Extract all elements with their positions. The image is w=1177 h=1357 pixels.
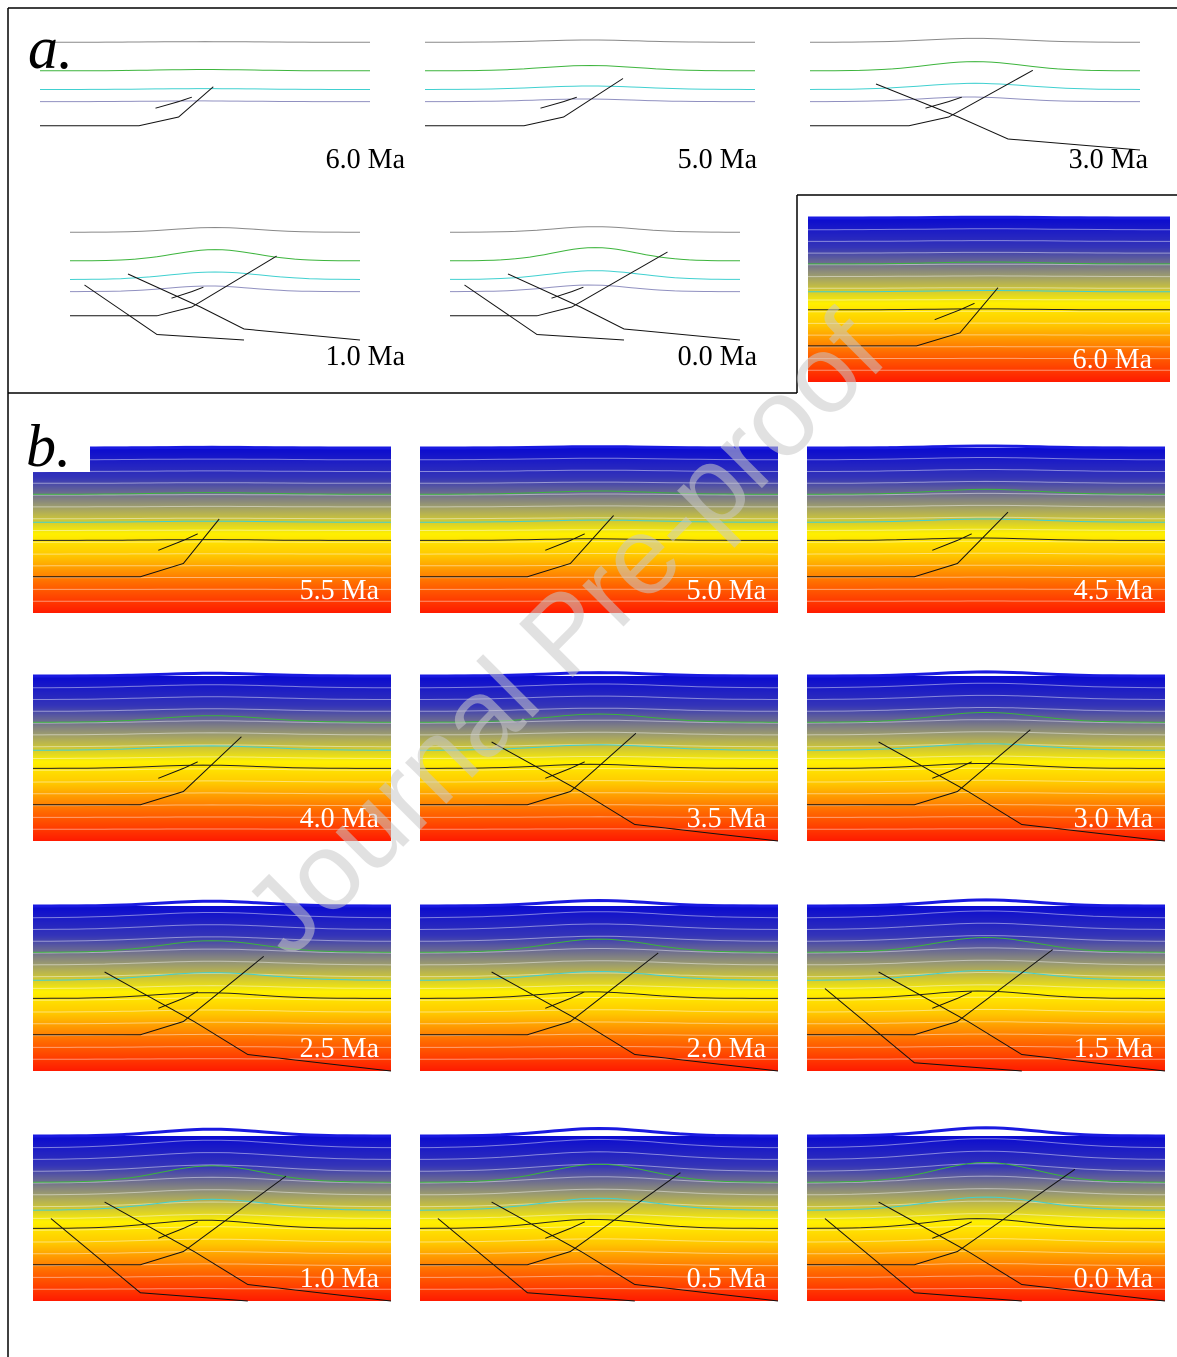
time-label: 5.5 Ma <box>300 575 380 606</box>
time-label: 3.0 Ma <box>1074 803 1154 834</box>
surface <box>810 38 1140 42</box>
isotherm <box>808 300 1170 301</box>
surface <box>70 228 360 233</box>
surface <box>33 673 391 676</box>
surface <box>807 672 1165 676</box>
surface <box>420 901 778 907</box>
fault <box>128 274 360 340</box>
horizon <box>70 286 360 292</box>
panel-a-label: a. <box>28 15 73 81</box>
surface <box>420 1129 778 1137</box>
horizon <box>810 83 1140 89</box>
time-label: 6.0 Ma <box>326 144 406 175</box>
horizon <box>810 97 1140 102</box>
isotherm <box>33 506 391 507</box>
fault <box>508 274 740 340</box>
isotherm <box>33 495 391 496</box>
surface <box>808 217 1170 218</box>
horizon <box>450 271 740 280</box>
horizon <box>40 70 370 71</box>
horizon <box>450 285 740 292</box>
fault <box>450 252 668 316</box>
panel-b-label: b. <box>26 413 71 479</box>
surface <box>807 446 1165 448</box>
fault <box>465 285 625 340</box>
surface <box>807 900 1165 906</box>
time-label: 0.0 Ma <box>1074 1263 1154 1294</box>
horizon <box>450 248 740 261</box>
fault <box>926 97 962 108</box>
horizon <box>425 66 755 71</box>
horizon <box>425 86 755 90</box>
horizon <box>40 101 370 102</box>
figure: 6.0 Ma 5.0 Ma 3.0 Ma 1.0 Ma 0.0 Ma 6.0 Ma 5.5 … <box>0 0 1177 1357</box>
time-label: 3.5 Ma <box>687 803 767 834</box>
surface <box>807 1128 1165 1136</box>
fault <box>541 97 577 108</box>
time-label: 0.5 Ma <box>687 1263 767 1294</box>
time-label: 1.0 Ma <box>300 1263 380 1294</box>
surface <box>450 227 740 233</box>
time-label: 4.5 Ma <box>1074 575 1154 606</box>
fault <box>156 97 192 108</box>
surface <box>425 40 755 42</box>
time-label: 1.5 Ma <box>1074 1033 1154 1064</box>
time-label: 2.5 Ma <box>300 1033 380 1064</box>
fault <box>552 287 584 298</box>
horizon <box>40 89 370 90</box>
time-label: 5.0 Ma <box>678 144 758 175</box>
fault <box>40 87 213 126</box>
time-label: 2.0 Ma <box>687 1033 767 1064</box>
horizon <box>70 250 360 261</box>
fault <box>876 84 1140 150</box>
surface <box>33 1129 391 1136</box>
time-label: 3.0 Ma <box>1069 144 1149 175</box>
fault <box>70 256 277 316</box>
time-label: 1.0 Ma <box>326 341 406 372</box>
horizon <box>70 272 360 280</box>
surface <box>40 42 370 43</box>
fault <box>172 287 204 298</box>
horizon <box>810 62 1140 71</box>
fault <box>85 285 245 340</box>
time-label: 6.0 Ma <box>1073 344 1153 375</box>
